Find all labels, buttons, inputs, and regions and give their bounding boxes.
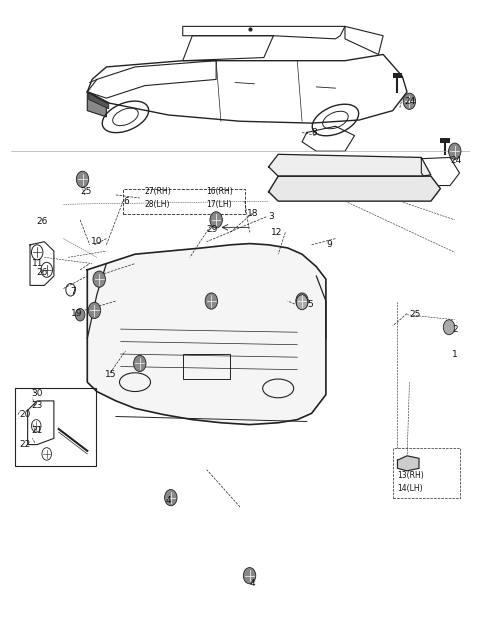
Text: 23: 23 bbox=[32, 401, 43, 411]
Text: 27(RH): 27(RH) bbox=[144, 187, 171, 196]
Text: 16(RH): 16(RH) bbox=[206, 187, 233, 196]
Circle shape bbox=[210, 212, 222, 228]
Bar bbox=[441, 138, 450, 143]
Circle shape bbox=[88, 302, 101, 319]
Text: 3: 3 bbox=[269, 213, 275, 221]
Text: 26: 26 bbox=[36, 268, 48, 277]
Bar bbox=[326, 189, 373, 199]
Text: 1: 1 bbox=[452, 350, 458, 359]
Text: 25: 25 bbox=[80, 187, 92, 196]
Circle shape bbox=[205, 293, 217, 309]
Text: 26: 26 bbox=[36, 216, 48, 226]
Polygon shape bbox=[89, 92, 109, 108]
Circle shape bbox=[165, 490, 177, 506]
Text: 28(LH): 28(LH) bbox=[144, 200, 170, 209]
Text: 25: 25 bbox=[409, 310, 421, 319]
Text: 29: 29 bbox=[206, 224, 218, 234]
Text: 4: 4 bbox=[250, 579, 255, 587]
Text: 12: 12 bbox=[271, 228, 282, 237]
Text: 14(LH): 14(LH) bbox=[397, 484, 423, 493]
Text: 7: 7 bbox=[71, 287, 76, 296]
Polygon shape bbox=[87, 243, 326, 424]
Polygon shape bbox=[397, 456, 419, 471]
Text: 6: 6 bbox=[123, 197, 129, 206]
Text: 24: 24 bbox=[405, 97, 416, 106]
Text: 10: 10 bbox=[91, 237, 103, 246]
Bar bbox=[393, 73, 402, 78]
Polygon shape bbox=[87, 92, 107, 117]
Text: 21: 21 bbox=[32, 426, 43, 435]
Text: 18: 18 bbox=[247, 209, 259, 218]
Circle shape bbox=[133, 356, 146, 372]
Bar bbox=[183, 354, 230, 379]
Polygon shape bbox=[269, 154, 431, 176]
Text: 13(RH): 13(RH) bbox=[397, 472, 424, 480]
Circle shape bbox=[76, 171, 89, 187]
Circle shape bbox=[296, 293, 308, 309]
Bar bbox=[15, 388, 96, 466]
Text: 22: 22 bbox=[19, 440, 30, 449]
Circle shape bbox=[444, 320, 455, 335]
Text: 17(LH): 17(LH) bbox=[206, 200, 232, 209]
Circle shape bbox=[403, 93, 416, 109]
Polygon shape bbox=[269, 176, 441, 201]
Circle shape bbox=[296, 295, 308, 310]
Text: 4: 4 bbox=[166, 496, 172, 505]
Text: 11: 11 bbox=[32, 259, 43, 268]
Text: 30: 30 bbox=[32, 389, 43, 398]
Text: 9: 9 bbox=[326, 240, 332, 250]
Text: 20: 20 bbox=[19, 410, 30, 419]
Text: 15: 15 bbox=[106, 370, 117, 379]
Text: 2: 2 bbox=[452, 325, 458, 334]
Text: 8: 8 bbox=[312, 128, 317, 137]
Text: 19: 19 bbox=[71, 309, 82, 318]
Text: 24: 24 bbox=[450, 156, 461, 165]
Circle shape bbox=[243, 567, 256, 584]
Circle shape bbox=[93, 271, 106, 287]
Text: 5: 5 bbox=[307, 300, 312, 308]
Circle shape bbox=[448, 143, 461, 159]
Circle shape bbox=[75, 308, 85, 321]
